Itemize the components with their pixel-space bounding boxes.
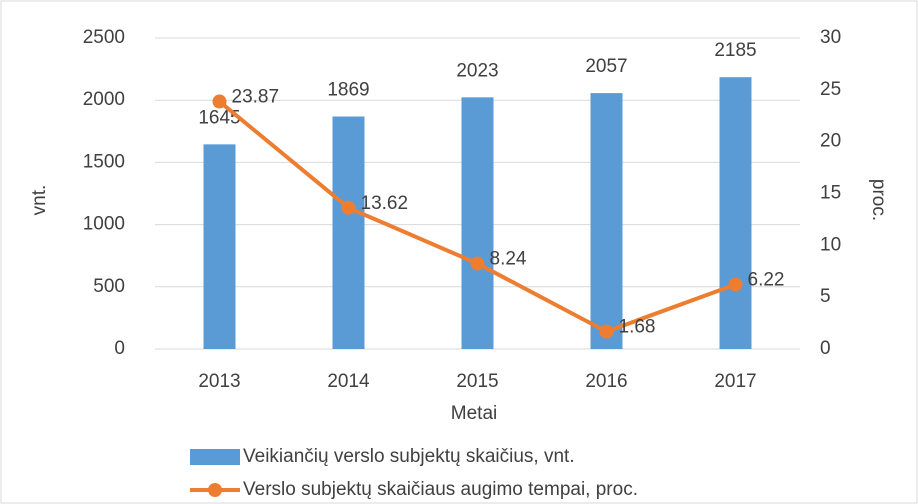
y-tick-label: 2500 [83, 27, 125, 48]
y2-tick-label: 20 [820, 131, 841, 152]
bar-value-label: 1645 [198, 107, 240, 128]
line-marker [470, 256, 485, 271]
x-tick-label: 2017 [714, 371, 756, 392]
x-tick-label: 2016 [585, 371, 627, 392]
y-tick-label: 1000 [83, 214, 125, 235]
line-value-label: 23.87 [232, 87, 280, 108]
legend-label: Veikiančių verslo subjektų skaičius, vnt… [243, 446, 575, 467]
x-axis-title: Metai [451, 403, 497, 424]
bar-value-label: 2185 [714, 40, 756, 61]
bar-value-label: 2023 [456, 60, 498, 81]
y2-tick-label: 15 [820, 183, 841, 204]
bar [332, 116, 365, 349]
y-tick-label: 2000 [83, 89, 125, 110]
x-tick-label: 2015 [456, 371, 498, 392]
line-marker [212, 94, 227, 109]
y2-tick-label: 5 [820, 286, 831, 307]
bar [461, 97, 494, 349]
line-value-label: 13.62 [361, 193, 409, 214]
line-value-label: 1.68 [619, 317, 656, 338]
y-axis-title: vnt. [29, 185, 50, 216]
line-value-label: 6.22 [748, 270, 785, 291]
y-tick-label: 0 [114, 338, 125, 359]
bar-value-label: 1869 [327, 80, 369, 101]
bar-value-label: 2057 [585, 56, 627, 77]
x-tick-label: 2014 [327, 371, 370, 392]
line-marker [728, 277, 743, 292]
y2-axis-title: proc. [868, 179, 889, 221]
y2-tick-label: 10 [820, 234, 841, 255]
line-marker [341, 200, 356, 215]
legend-label: Verslo subjektų skaičiaus augimo tempai,… [243, 479, 638, 500]
x-tick-label: 2013 [198, 371, 240, 392]
y2-tick-label: 25 [820, 79, 841, 100]
y2-tick-label: 0 [820, 338, 831, 359]
line-value-label: 8.24 [490, 249, 527, 270]
line-marker [599, 324, 614, 339]
bar [590, 93, 623, 350]
y-tick-label: 500 [93, 276, 125, 297]
bar [203, 144, 236, 349]
y2-tick-label: 30 [820, 27, 841, 48]
y-tick-label: 1500 [83, 151, 125, 172]
legend-marker [208, 483, 222, 497]
bar [719, 77, 752, 349]
legend-swatch [190, 449, 240, 465]
